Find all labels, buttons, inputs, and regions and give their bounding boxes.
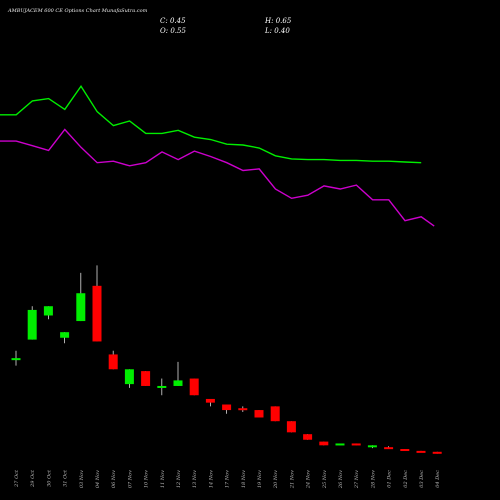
candle-body xyxy=(286,421,296,433)
x-tick-label: 27 Nov xyxy=(354,470,360,489)
candle-body xyxy=(351,443,361,446)
candle-body xyxy=(43,306,53,316)
x-tick-label: 30 Oct xyxy=(46,469,52,487)
candle-body xyxy=(173,380,183,386)
x-tick-label: 11 Nov xyxy=(160,470,166,488)
candle-body xyxy=(319,441,329,446)
x-tick-label: 13 Nov xyxy=(192,470,198,488)
open-value: O: 0.55 xyxy=(160,27,186,35)
candle-body xyxy=(416,450,426,453)
x-tick-label: 12 Nov xyxy=(176,470,182,488)
x-tick-label: 06 Nov xyxy=(111,470,117,488)
x-tick-label: 19 Nov xyxy=(257,470,263,488)
x-tick-label: 02 Dec xyxy=(403,470,409,488)
candle-body xyxy=(60,332,70,338)
candle-body xyxy=(432,451,442,454)
candle-body xyxy=(270,406,280,422)
x-tick-label: 25 Nov xyxy=(322,470,328,489)
x-tick-label: 20 Nov xyxy=(273,470,279,489)
candle-body xyxy=(335,443,345,446)
candle-body xyxy=(157,385,167,388)
candle-body xyxy=(400,449,410,452)
x-tick-label: 21 Nov xyxy=(289,470,295,489)
candle-body xyxy=(205,398,215,403)
candle-body xyxy=(11,358,21,361)
candle-body xyxy=(254,410,264,418)
x-tick-label: 28 Nov xyxy=(370,470,376,489)
upper-line-series xyxy=(0,84,422,164)
x-tick-label: 03 Nov xyxy=(79,470,85,488)
x-tick-label: 29 Oct xyxy=(30,469,36,488)
chart-title: AMBUJACEM 600 CE Options Chart MunafaSut… xyxy=(8,8,148,14)
x-tick-label: 26 Nov xyxy=(338,470,344,489)
high-value: H: 0.65 xyxy=(265,17,292,25)
candle-body xyxy=(384,447,394,450)
x-tick-label: 14 Nov xyxy=(208,470,214,488)
x-tick-label: 04 Dec xyxy=(435,470,441,488)
candle-body xyxy=(238,408,248,411)
candle-body xyxy=(92,285,102,342)
candle-body xyxy=(189,378,199,396)
x-tick-label: 10 Nov xyxy=(144,470,150,488)
candle-body xyxy=(141,371,151,386)
lower-line-series xyxy=(0,128,435,227)
x-tick-label: 24 Nov xyxy=(306,470,312,489)
candle-body xyxy=(27,309,37,340)
candle-body xyxy=(303,434,313,440)
candle-body xyxy=(108,354,118,370)
candle-body xyxy=(367,445,377,448)
candle-body xyxy=(222,404,232,411)
x-tick-label: 04 Nov xyxy=(95,470,101,488)
x-tick-label: 03 Dec xyxy=(419,470,425,488)
x-tick-label: 18 Nov xyxy=(241,470,247,488)
x-tick-label: 27 Oct xyxy=(14,469,20,488)
low-value: L: 0.40 xyxy=(265,27,290,35)
x-tick-label: 31 Oct xyxy=(63,469,69,487)
x-tick-label: 07 Nov xyxy=(127,470,133,488)
close-value: C: 0.45 xyxy=(160,17,186,25)
x-tick-label: 01 Dec xyxy=(387,470,393,488)
candle-body xyxy=(76,293,86,322)
candle-body xyxy=(124,369,134,385)
x-tick-label: 17 Nov xyxy=(225,470,231,488)
